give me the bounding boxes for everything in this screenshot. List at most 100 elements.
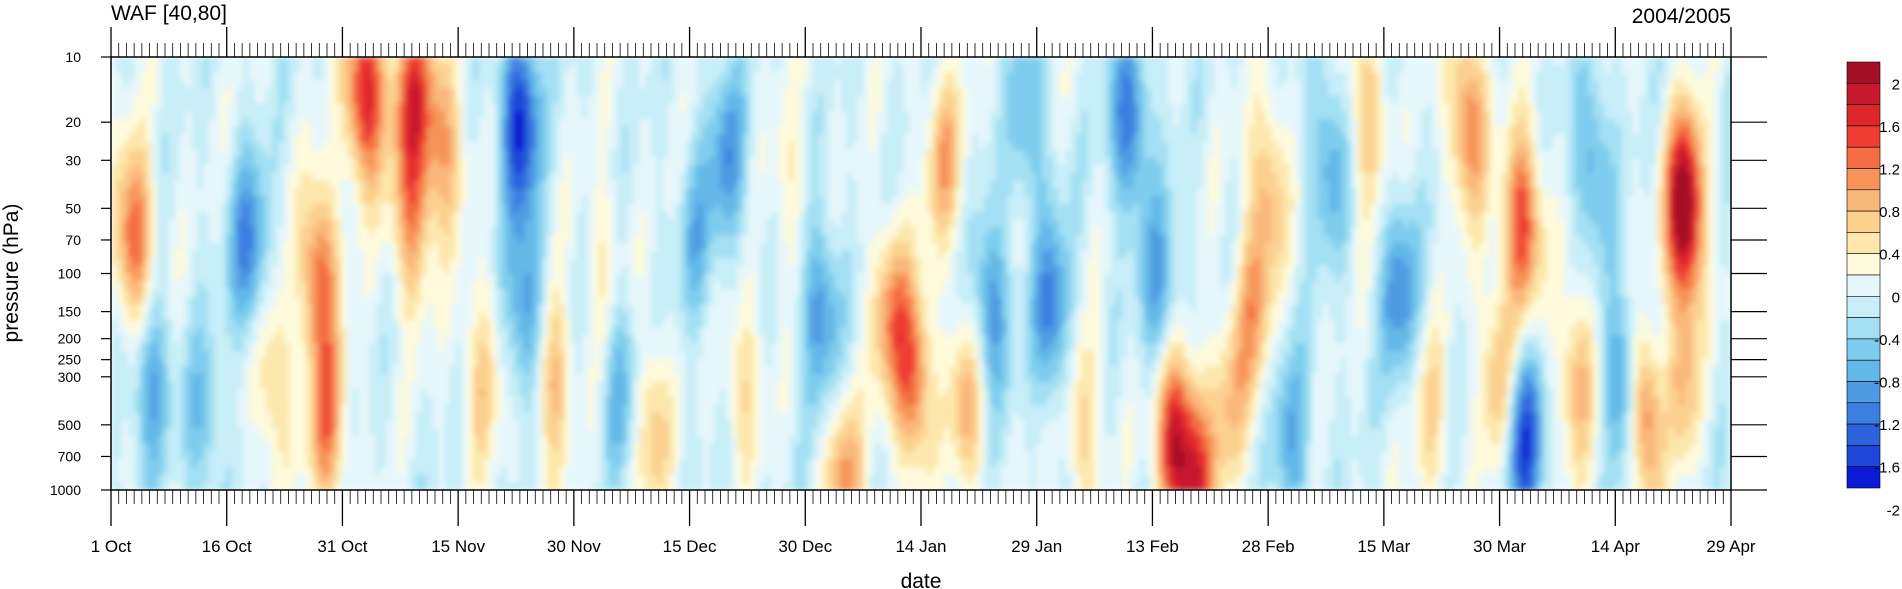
field-cell [433, 467, 439, 475]
field-cell [370, 119, 376, 127]
field-cell [444, 359, 450, 367]
field-cell [381, 413, 387, 421]
field-cell [232, 304, 238, 312]
field-cell [151, 65, 157, 73]
field-cell [163, 351, 169, 359]
field-cell [249, 235, 255, 243]
field-cell [214, 351, 220, 359]
field-cell [387, 72, 393, 80]
field-cells [111, 57, 1732, 491]
field-cell [381, 397, 387, 405]
field-cell [438, 150, 444, 158]
field-cell [473, 181, 479, 189]
field-cell [249, 188, 255, 196]
field-cell [289, 127, 295, 135]
field-cell [450, 467, 456, 475]
field-cell [318, 304, 324, 312]
field-cell [289, 359, 295, 367]
field-cell [237, 405, 243, 413]
field-cell [186, 420, 192, 428]
field-cell [266, 212, 272, 220]
field-cell [324, 158, 330, 166]
field-cell [260, 219, 266, 227]
field-cell [209, 274, 215, 282]
field-cell [324, 366, 330, 374]
field-cell [312, 351, 318, 359]
field-cell [266, 158, 272, 166]
field-cell [249, 281, 255, 289]
field-cell [117, 405, 123, 413]
field-cell [295, 389, 301, 397]
field-cell [318, 72, 324, 80]
field-cell [180, 181, 186, 189]
field-cell [306, 304, 312, 312]
field-cell [180, 297, 186, 305]
field-cell [404, 204, 410, 212]
field-cell [438, 413, 444, 421]
field-cell [260, 235, 266, 243]
field-cell [381, 103, 387, 111]
field-cell [473, 119, 479, 127]
field-cell [249, 328, 255, 336]
field-cell [249, 274, 255, 282]
field-cell [433, 158, 439, 166]
field-cell [140, 258, 146, 266]
field-cell [134, 103, 140, 111]
field-cell [237, 374, 243, 382]
field-cell [341, 274, 347, 282]
field-cell [191, 366, 197, 374]
field-cell [387, 304, 393, 312]
field-cell [278, 328, 284, 336]
field-cell [180, 467, 186, 475]
field-cell [278, 320, 284, 328]
field-cell [203, 235, 209, 243]
field-cell [329, 158, 335, 166]
field-cell [444, 266, 450, 274]
field-cell [174, 374, 180, 382]
field-cell [398, 196, 404, 204]
field-cell [347, 397, 353, 405]
field-cell [364, 451, 370, 459]
field-cell [174, 382, 180, 390]
field-cell [151, 88, 157, 96]
field-cell [128, 351, 134, 359]
field-cell [352, 428, 358, 436]
field-cell [260, 127, 266, 135]
field-cell [260, 366, 266, 374]
field-cell [157, 103, 163, 111]
field-cell [151, 266, 157, 274]
field-cell [318, 111, 324, 119]
field-cell [375, 204, 381, 212]
field-cell [214, 72, 220, 80]
field-cell [375, 150, 381, 158]
field-cell [427, 266, 433, 274]
field-cell [214, 158, 220, 166]
field-cell [421, 150, 427, 158]
field-cell [111, 212, 117, 220]
field-cell [415, 134, 421, 142]
field-cell [306, 127, 312, 135]
field-cell [168, 158, 174, 166]
field-cell [255, 444, 261, 452]
field-cell [168, 250, 174, 258]
field-cell [283, 335, 289, 343]
field-cell [456, 134, 462, 142]
field-cell [381, 289, 387, 297]
field-cell [358, 274, 364, 282]
field-cell [444, 297, 450, 305]
field-cell [278, 188, 284, 196]
field-cell [145, 173, 151, 181]
field-cell [456, 196, 462, 204]
field-cell [168, 173, 174, 181]
field-cell [295, 158, 301, 166]
field-cell [163, 235, 169, 243]
field-cell [387, 212, 393, 220]
field-cell [145, 289, 151, 297]
field-cell [433, 420, 439, 428]
field-cell [352, 467, 358, 475]
field-cell [186, 320, 192, 328]
field-cell [134, 467, 140, 475]
field-cell [203, 475, 209, 483]
field-cell [318, 436, 324, 444]
field-cell [111, 475, 117, 483]
